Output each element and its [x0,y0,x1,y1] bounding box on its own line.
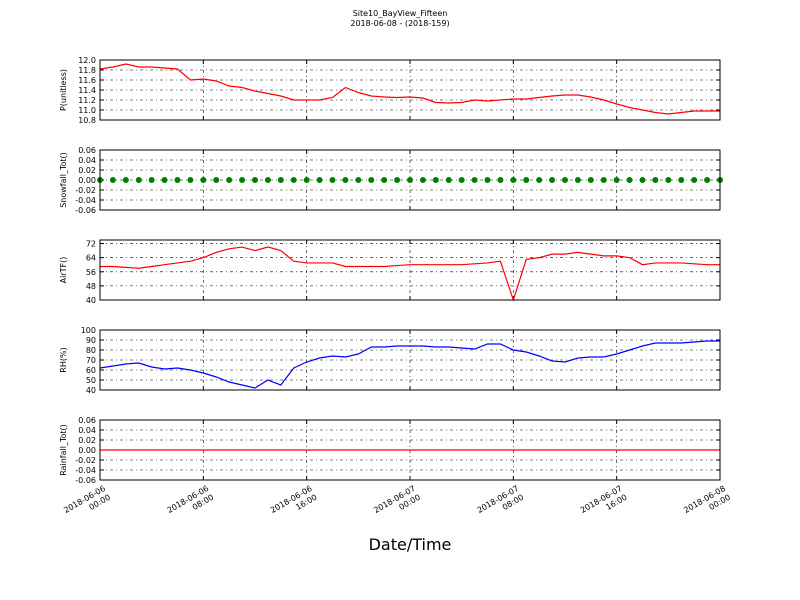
data-point [407,177,413,183]
data-point [277,177,284,183]
data-point [135,177,142,183]
data-point [445,177,452,183]
y-tick-label: -0.06 [75,476,96,485]
data-point [510,177,517,183]
y-tick-label: 11.8 [78,66,96,75]
y-tick-label: 48 [86,282,96,291]
y-tick-label: 11.2 [78,96,96,105]
x-axis-label: Date/Time [369,535,452,554]
data-point [574,177,581,183]
y-tick-label: -0.04 [75,196,96,205]
y-tick-label: 60 [86,366,96,375]
data-point [678,177,685,183]
data-point [626,177,633,183]
y-tick-label: 0.06 [78,416,96,425]
data-point [691,177,698,183]
y-tick-label: 70 [86,356,96,365]
y-tick-label: 0.04 [78,156,96,165]
y-tick-label: -0.02 [75,186,96,195]
data-point [303,177,310,183]
plot-frame [99,239,721,301]
y-tick-label: 0.00 [78,446,96,455]
y-tick-label: 90 [86,336,96,345]
data-point [213,177,220,183]
data-point [587,177,594,183]
y-axis-label: Rainfall_Tot() [59,424,68,476]
y-tick-label: 0.06 [78,146,96,155]
data-point [562,177,568,183]
data-point [381,177,388,183]
data-point [174,177,181,183]
data-point [600,177,607,183]
data-point [458,177,465,183]
y-axis-label: Snowfall_Tot() [59,152,68,208]
y-tick-label: 40 [86,296,96,305]
y-axis-label: P(unitless) [59,69,68,111]
data-point [549,177,556,183]
data-point [200,177,207,183]
y-tick-label: 50 [86,376,96,385]
plot-frame [99,149,721,211]
data-line [100,246,720,302]
y-tick-label: 0.04 [78,426,96,435]
data-point [252,177,258,183]
y-tick-label: 80 [86,346,96,355]
y-axis-label: RH(%) [59,347,68,372]
data-point [122,177,129,183]
y-tick-label: 0.02 [78,166,96,175]
data-point [316,177,323,183]
data-point [639,177,646,183]
y-tick-label: 0.00 [78,176,96,185]
data-point [355,177,362,183]
data-line [99,63,720,115]
data-point [161,177,168,183]
data-point [239,177,246,183]
data-point [329,177,336,183]
data-point [484,177,491,183]
data-point [613,177,620,183]
y-axis-label: AirTF() [59,257,68,284]
data-point [264,177,271,183]
chart-subtitle: 2018-06-08 - (2018-159) [350,19,449,28]
plot-frame [99,419,721,481]
data-point [497,177,504,183]
data-point [536,177,543,183]
plot-frame [99,329,721,391]
data-point [652,177,659,183]
data-point [342,177,349,183]
data-point [109,177,116,183]
data-point [368,177,375,183]
chart-title: Site10_BayView_Fifteen [353,9,448,18]
data-point [704,177,711,183]
data-point [148,177,155,183]
y-tick-label: -0.02 [75,456,96,465]
y-tick-label: -0.04 [75,466,96,475]
data-point [419,177,426,183]
plot-frame [99,59,721,121]
data-point [471,177,478,183]
data-point [665,177,672,183]
y-tick-label: 10.8 [78,116,96,125]
y-tick-label: 0.02 [78,436,96,445]
data-point [290,177,297,183]
data-point [187,177,194,183]
data-point [226,177,233,183]
y-tick-label: 11.6 [78,76,96,85]
data-point [432,177,439,183]
y-tick-label: -0.06 [75,206,96,215]
y-tick-label: 64 [86,254,96,263]
y-tick-label: 11.0 [78,106,96,115]
y-tick-label: 12.0 [78,56,96,65]
y-tick-label: 72 [86,240,96,249]
y-tick-label: 56 [86,268,96,277]
y-tick-label: 100 [81,326,96,335]
data-point [523,177,530,183]
data-point [394,177,401,183]
y-tick-label: 11.4 [78,86,96,95]
data-line [99,340,720,389]
y-tick-label: 40 [86,386,96,395]
